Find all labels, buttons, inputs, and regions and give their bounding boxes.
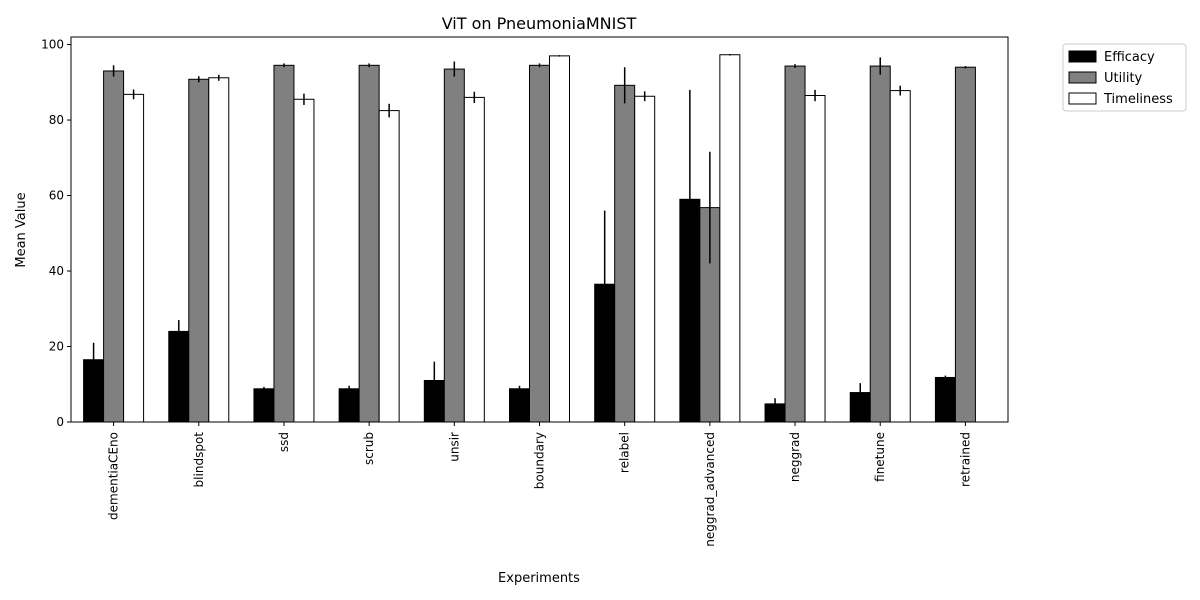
x-tick-label: relabel	[618, 432, 632, 473]
bar-timeliness-relabel	[634, 95, 656, 423]
legend-label-timeliness: Timeliness	[1103, 92, 1173, 107]
bar-utility-scrub	[358, 64, 380, 423]
legend-swatch-efficacy	[1068, 50, 1097, 63]
x-tick-label: boundary	[533, 432, 547, 489]
bar-timeliness-neggrad_advanced	[719, 54, 741, 423]
x-tick-label: retrained	[958, 432, 972, 487]
bar-utility-unsir	[443, 68, 465, 423]
bar-efficacy-blindspot	[168, 330, 190, 423]
y-tick-label: 80	[49, 113, 64, 127]
bar-utility-boundary	[529, 64, 550, 423]
x-axis-label: Experiments	[498, 571, 580, 586]
bar-utility-retrained	[954, 66, 976, 423]
y-tick-label: 20	[49, 340, 64, 354]
chart-title: ViT on PneumoniaMNIST	[442, 14, 637, 33]
bar-efficacy-boundary	[509, 388, 530, 423]
bar-utility-ssd	[273, 64, 295, 423]
bar-timeliness-neggrad	[804, 95, 826, 423]
bar-efficacy-ssd	[253, 388, 275, 423]
plot-area	[83, 53, 976, 423]
y-tick-label: 40	[49, 264, 64, 278]
x-axis: dementiaCEno blindspot ssd scrub unsir bounda…	[107, 422, 972, 547]
bar-timeliness-dementiaCEno	[123, 93, 145, 423]
x-tick-label: neggrad_advanced	[703, 432, 717, 547]
bar-timeliness-unsir	[463, 96, 485, 423]
y-axis-label: Mean Value	[14, 192, 29, 267]
bar-efficacy-retrained	[934, 376, 956, 423]
y-tick-label: 0	[56, 415, 64, 429]
x-tick-label: scrub	[362, 432, 376, 465]
bar-utility-blindspot	[188, 78, 210, 423]
bar-utility-relabel	[614, 84, 636, 423]
y-axis: 0 20 40 60 80 100	[41, 38, 71, 429]
bar-timeliness-finetune	[889, 90, 911, 423]
bar-efficacy-scrub	[338, 388, 360, 423]
x-tick-label: neggrad	[788, 432, 802, 482]
legend-swatch-timeliness	[1068, 92, 1097, 105]
y-tick-label: 60	[49, 189, 64, 203]
legend-label-utility: Utility	[1104, 71, 1143, 86]
bar-utility-neggrad	[784, 65, 806, 423]
bar-timeliness-boundary	[549, 55, 570, 423]
bar-timeliness-scrub	[378, 110, 400, 423]
bar-timeliness-blindspot	[208, 77, 230, 423]
x-tick-label: finetune	[873, 432, 887, 482]
x-tick-label: unsir	[447, 432, 461, 462]
y-tick-label: 100	[41, 38, 64, 52]
x-tick-label: dementiaCEno	[107, 432, 121, 520]
legend-swatch-utility	[1068, 71, 1097, 84]
legend-label-efficacy: Efficacy	[1104, 50, 1155, 65]
bar-timeliness-ssd	[293, 98, 315, 423]
x-tick-label: blindspot	[192, 432, 206, 488]
x-tick-label: ssd	[277, 432, 291, 452]
bar-utility-finetune	[869, 65, 891, 423]
legend: Efficacy Utility Timeliness	[1062, 43, 1187, 112]
bar-utility-dementiaCEno	[103, 70, 125, 423]
